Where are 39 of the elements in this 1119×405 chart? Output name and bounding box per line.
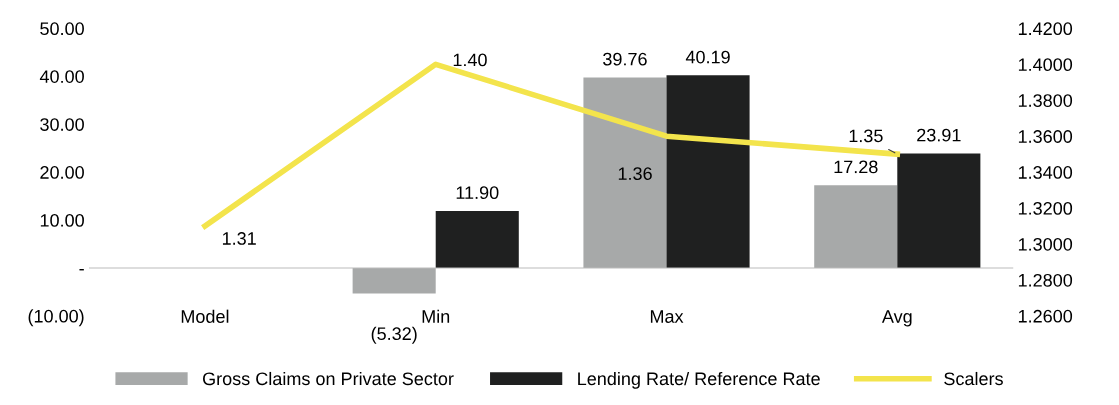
data-label: 11.90 bbox=[456, 186, 499, 200]
bar bbox=[666, 75, 750, 268]
data-label: 23.91 bbox=[917, 128, 961, 142]
bar bbox=[814, 185, 898, 268]
data-label: 39.76 bbox=[603, 52, 647, 66]
bar bbox=[435, 210, 519, 268]
y2-tick-label: 1.4000 bbox=[1018, 58, 1073, 72]
y2-tick-label: 1.2800 bbox=[1018, 273, 1073, 287]
y2-tick-label: 1.3200 bbox=[1018, 202, 1073, 215]
y2-tick-label: 1.2600 bbox=[1018, 309, 1073, 323]
y2-tick-label: 1.3400 bbox=[1018, 166, 1073, 179]
y2-tick-label: 1.4200 bbox=[1018, 22, 1073, 36]
bar bbox=[583, 77, 667, 268]
data-label: 1.35 bbox=[849, 129, 883, 143]
y-tick-label: 20.00 bbox=[40, 166, 84, 179]
y-tick-label: 30.00 bbox=[40, 118, 84, 131]
y2-tick-label: 1.3600 bbox=[1018, 130, 1073, 143]
y2-tick-label: 1.3000 bbox=[1018, 237, 1073, 251]
legend-label: Gross Claims on Private Sector bbox=[203, 371, 454, 386]
data-label: 40.19 bbox=[685, 50, 730, 64]
y-tick-label: 50.00 bbox=[40, 22, 84, 36]
legend-label: Scalers bbox=[944, 371, 1003, 386]
y-tick-label: (10.00) bbox=[28, 309, 84, 327]
bar bbox=[897, 153, 981, 268]
y-tick-label: 40.00 bbox=[39, 70, 84, 83]
data-label: (5.32) bbox=[371, 326, 417, 344]
x-tick-label: Avg bbox=[881, 310, 912, 327]
y-tick-label: - bbox=[79, 269, 84, 271]
data-label: 1.36 bbox=[618, 167, 652, 180]
data-label: 1.40 bbox=[453, 53, 487, 67]
y-tick-label: 10.00 bbox=[40, 213, 84, 227]
data-label: 17.28 bbox=[834, 160, 878, 174]
x-tick-label: Model bbox=[181, 309, 229, 323]
data-label: 1.31 bbox=[222, 232, 256, 245]
x-tick-label: Min bbox=[422, 309, 450, 323]
y2-tick-label: 1.3800 bbox=[1018, 94, 1073, 107]
legend-label: Lending Rate/ Reference Rate bbox=[578, 371, 820, 389]
x-tick-label: Max bbox=[650, 310, 684, 323]
bar bbox=[352, 267, 436, 294]
